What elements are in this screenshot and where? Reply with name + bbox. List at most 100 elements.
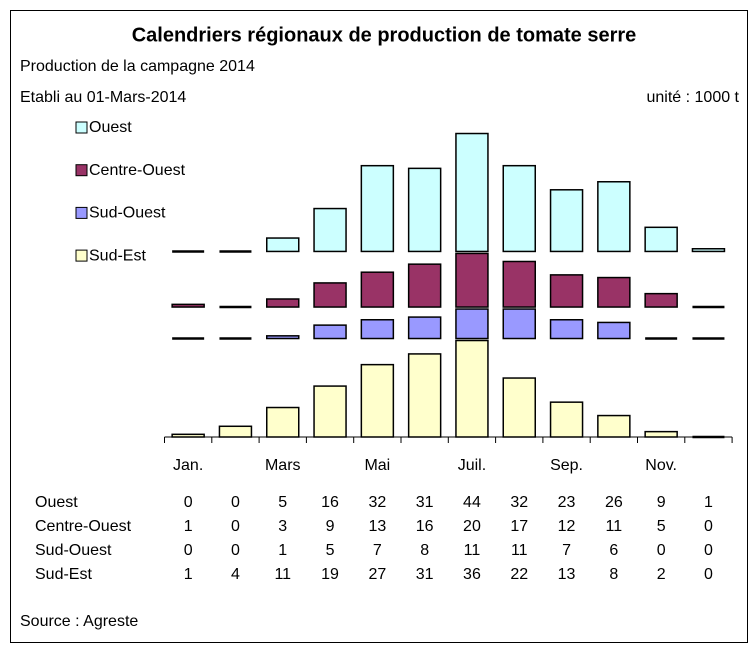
legend-swatch [75, 121, 88, 134]
bar [502, 164, 536, 253]
bar [502, 260, 536, 308]
table-cell: 36 [463, 566, 481, 583]
bar [597, 414, 631, 438]
table-cell: 0 [704, 566, 713, 583]
bar [455, 132, 489, 253]
table-cell: 8 [420, 542, 429, 559]
bar [360, 363, 395, 438]
bar [407, 316, 442, 340]
bar [313, 385, 347, 438]
bar [171, 433, 205, 438]
bar [644, 430, 678, 438]
table-cell: 0 [231, 494, 240, 511]
chart-title: Calendriers régionaux de production de t… [132, 24, 637, 46]
table-cell: 2 [657, 566, 666, 583]
bar [266, 406, 300, 438]
table-cell: 32 [510, 494, 528, 511]
bar [549, 319, 584, 340]
table-cell: 6 [609, 542, 618, 559]
table-cell: 1 [278, 542, 287, 559]
table-row-label: Centre-Ouest [35, 518, 132, 535]
table-cell: 31 [416, 494, 434, 511]
bar [549, 401, 584, 438]
unit: unité : 1000 t [646, 89, 739, 106]
table-cell: 27 [368, 566, 386, 583]
table-cell: 13 [558, 566, 576, 583]
table-cell: 17 [510, 518, 528, 535]
bar [407, 167, 442, 253]
table-cell: 22 [510, 566, 528, 583]
x-tick-label: Sep. [550, 457, 583, 474]
bar [549, 274, 584, 308]
table-cell: 20 [463, 518, 481, 535]
bar [360, 271, 395, 308]
bar [266, 298, 300, 308]
bar [313, 207, 347, 253]
table-cell: 5 [278, 494, 287, 511]
table-cell: 23 [558, 494, 576, 511]
bar [360, 164, 395, 253]
x-tick-label: Mars [265, 457, 301, 474]
legend-label: Sud-Ouest [89, 205, 166, 222]
table-cell: 19 [321, 566, 339, 583]
table-cell: 44 [463, 494, 481, 511]
table-cell: 9 [326, 518, 335, 535]
bar [691, 248, 726, 253]
table-cell: 11 [274, 566, 291, 583]
table-cell: 16 [416, 518, 434, 535]
table-cell: 0 [184, 494, 193, 511]
bar [218, 425, 253, 438]
bar [266, 335, 300, 340]
legend-label: Centre-Ouest [89, 162, 186, 179]
legend-swatch [75, 249, 88, 262]
table-cell: 7 [373, 542, 382, 559]
table-cell: 11 [511, 542, 528, 559]
source: Source : Agreste [20, 613, 138, 630]
table-cell: 11 [464, 542, 481, 559]
bar [597, 276, 631, 308]
bar [455, 308, 489, 340]
bar [502, 308, 536, 340]
legend-label: Ouest [89, 119, 132, 136]
legend-swatch [75, 206, 88, 219]
bar [644, 292, 678, 308]
bar [313, 282, 347, 308]
table-cell: 13 [368, 518, 386, 535]
table-cell: 31 [416, 566, 434, 583]
table-cell: 32 [368, 494, 386, 511]
bar [455, 252, 489, 308]
bar [266, 237, 300, 253]
table-cell: 7 [562, 542, 571, 559]
table-cell: 0 [704, 542, 713, 559]
legend-swatch [75, 164, 88, 177]
bar [407, 263, 442, 308]
table-cell: 12 [558, 518, 576, 535]
table-row-label: Sud-Ouest [35, 542, 112, 559]
bar [313, 324, 347, 340]
table-cell: 0 [231, 518, 240, 535]
bar [644, 226, 678, 253]
bar [597, 321, 631, 340]
subtitle: Production de la campagne 2014 [20, 58, 255, 75]
table-cell: 16 [321, 494, 339, 511]
table-cell: 1 [704, 494, 713, 511]
bar [407, 353, 442, 438]
table-cell: 0 [231, 542, 240, 559]
x-tick-label: Nov. [645, 457, 677, 474]
table-row-label: Sud-Est [35, 566, 92, 583]
x-tick-label: Juil. [458, 457, 486, 474]
table-cell: 1 [184, 566, 193, 583]
bar [455, 339, 489, 438]
x-tick-label: Jan. [173, 457, 203, 474]
table-cell: 0 [704, 518, 713, 535]
table-cell: 5 [657, 518, 666, 535]
table-cell: 9 [657, 494, 666, 511]
x-tick-label: Mai [364, 457, 390, 474]
bar [597, 181, 631, 253]
bar [171, 303, 205, 308]
bar [549, 189, 584, 253]
table-row-label: Ouest [35, 494, 78, 511]
note: Etabli au 01-Mars-2014 [20, 89, 186, 106]
legend-label: Sud-Est [89, 247, 146, 264]
